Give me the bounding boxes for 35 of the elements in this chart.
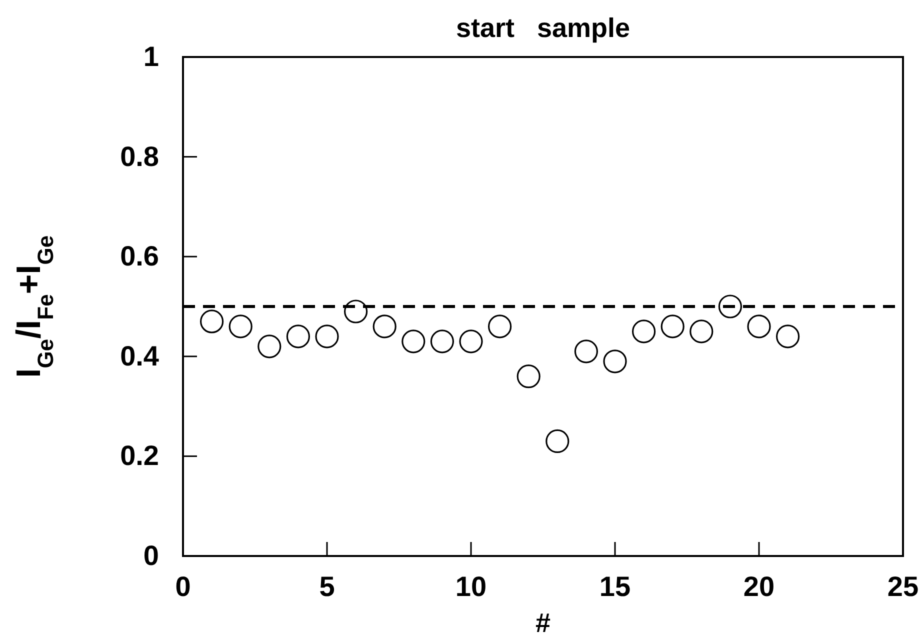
- point: [315, 324, 339, 348]
- y-tick-label: 0.4: [120, 340, 160, 372]
- point: [344, 300, 368, 324]
- point: [372, 314, 396, 338]
- chart-title: start sample: [456, 13, 630, 43]
- point: [516, 364, 540, 388]
- point: [459, 330, 483, 354]
- x-tick-label: 25: [887, 570, 919, 602]
- x-tick-label: 5: [319, 570, 335, 602]
- point: [200, 310, 224, 334]
- y-tick-label: 0.8: [120, 140, 159, 172]
- point: [603, 350, 627, 374]
- point: [546, 429, 570, 454]
- y-tick-label: 0.6: [120, 240, 159, 272]
- x-tick-label: 20: [743, 570, 775, 602]
- point: [574, 340, 598, 364]
- point: [660, 314, 684, 338]
- point: [776, 324, 800, 348]
- point: [747, 314, 771, 338]
- point: [488, 314, 512, 338]
- y-tick-label: 0.2: [120, 440, 159, 472]
- point: [402, 330, 426, 354]
- point: [286, 324, 310, 348]
- point: [690, 320, 714, 344]
- x-tick-label: 15: [599, 570, 631, 602]
- point: [430, 330, 454, 354]
- x-tick-label: 10: [455, 570, 487, 602]
- point: [632, 320, 656, 344]
- point: [228, 314, 252, 338]
- point: [258, 334, 282, 358]
- x-tick-label: 0: [175, 570, 191, 602]
- y-tick-label: 0: [143, 540, 159, 571]
- y-tick-label: 1: [143, 40, 159, 72]
- point: [718, 294, 742, 318]
- x-axis-title: #: [535, 608, 551, 638]
